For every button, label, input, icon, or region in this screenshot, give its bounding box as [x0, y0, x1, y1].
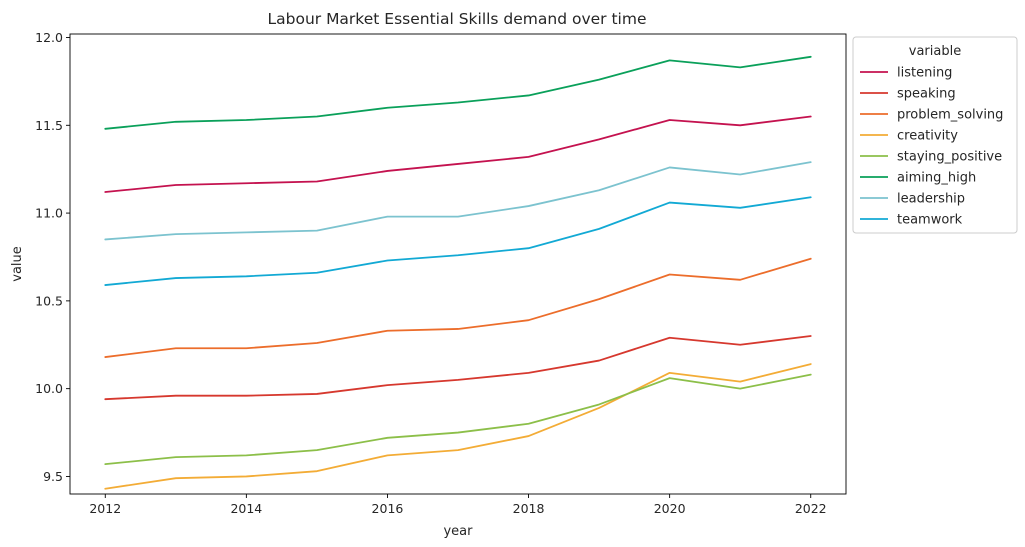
legend-label-staying_positive: staying_positive: [897, 150, 1002, 165]
legend-label-listening: listening: [897, 66, 952, 81]
x-tick-label: 2020: [654, 501, 686, 516]
y-tick-label: 9.5: [43, 469, 63, 484]
legend: variable listening speaking problem_solvin…: [852, 36, 1018, 234]
series-line-leadership: [104, 161, 812, 241]
series-line-problem_solving: [104, 257, 812, 358]
axis-ticks: 2012 2014 2016 2018 2020 2022 9.5 10.0 10.5 11.0 1…: [35, 30, 826, 516]
y-tick-label: 12.0: [35, 30, 63, 45]
x-tick-label: 2012: [89, 501, 121, 516]
x-tick-label: 2018: [513, 501, 545, 516]
x-axis-label: year: [443, 524, 473, 539]
y-tick-label: 11.5: [35, 118, 63, 133]
series-line-aiming_high: [104, 55, 812, 130]
y-tick-label: 11.0: [35, 206, 63, 221]
legend-items: listening speaking problem_solving creativi…: [860, 66, 1003, 228]
series-line-speaking: [104, 335, 812, 401]
series-line-teamwork: [104, 196, 812, 286]
y-axis-label: value: [10, 246, 25, 282]
legend-label-creativity: creativity: [897, 129, 958, 144]
plot-background: [70, 34, 846, 494]
y-tick-label: 10.5: [35, 293, 63, 308]
legend-label-problem_solving: problem_solving: [897, 108, 1003, 123]
series-line-listening: [104, 115, 812, 193]
legend-label-teamwork: teamwork: [897, 213, 963, 228]
x-tick-label: 2014: [230, 501, 262, 516]
chart-title: Labour Market Essential Skills demand ov…: [267, 10, 646, 28]
legend-label-speaking: speaking: [897, 87, 956, 102]
x-tick-label: 2022: [795, 501, 827, 516]
y-tick-label: 10.0: [35, 381, 63, 396]
plot-frame: [69, 33, 847, 495]
legend-label-leadership: leadership: [897, 192, 965, 207]
series-line-creativity: [104, 363, 812, 490]
legend-title: variable: [909, 44, 961, 59]
legend-label-aiming_high: aiming_high: [897, 171, 976, 186]
x-tick-label: 2016: [372, 501, 404, 516]
plot-area: [69, 33, 847, 495]
legend-frame: [852, 36, 1018, 234]
series-line-staying_positive: [104, 373, 812, 466]
